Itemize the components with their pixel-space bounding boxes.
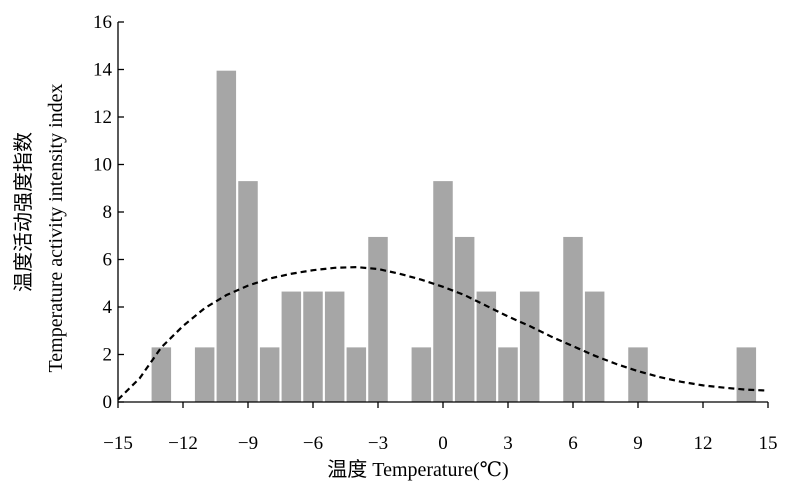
bar — [151, 347, 172, 403]
bars-group — [151, 70, 757, 403]
y-axis-title-line1: 温度活动强度指数 — [12, 132, 35, 292]
bar — [563, 236, 583, 402]
x-tick-label: 9 — [633, 433, 643, 454]
x-tick-label: −15 — [103, 433, 133, 454]
y-tick-label: 8 — [103, 202, 113, 223]
y-tick-label: 2 — [103, 345, 113, 366]
fitted-curve — [117, 265, 769, 401]
y-tick-label: 14 — [93, 60, 113, 81]
y-tick-label: 6 — [103, 250, 113, 271]
y-axis-title-line2: Temperature activity intensity index — [45, 83, 67, 372]
bar — [368, 236, 388, 402]
x-tick-label: 3 — [503, 433, 513, 454]
x-tick-label: 6 — [568, 433, 578, 454]
y-tick-label: 10 — [93, 155, 112, 176]
bar — [194, 347, 215, 403]
bar — [584, 291, 605, 402]
x-tick-label: 15 — [759, 433, 778, 454]
bar — [454, 236, 475, 402]
x-tick-label: 12 — [694, 433, 713, 454]
x-tick-label: −6 — [303, 433, 323, 454]
y-tick-label: 16 — [93, 12, 112, 33]
x-ticks: −15 −12 −9 −6 −3 0 3 6 9 12 15 — [103, 402, 778, 454]
bar — [519, 291, 540, 402]
bar — [216, 70, 237, 402]
bar — [238, 181, 258, 402]
y-ticks: 0 2 4 6 8 10 12 14 16 — [93, 12, 124, 413]
bar — [324, 291, 345, 402]
bar — [411, 347, 432, 403]
bar — [281, 291, 302, 402]
y-tick-label: 12 — [93, 107, 112, 128]
bar — [346, 347, 367, 403]
bar — [433, 181, 453, 402]
x-tick-label: −12 — [168, 433, 198, 454]
bar — [736, 347, 757, 403]
y-tick-label: 0 — [103, 392, 113, 413]
bar — [259, 347, 280, 403]
y-tick-label: 4 — [103, 297, 113, 318]
bar — [303, 291, 323, 402]
x-tick-label: −9 — [238, 433, 258, 454]
x-axis-title: 温度 Temperature(℃) — [327, 458, 508, 481]
x-tick-label: 0 — [438, 433, 448, 454]
bar — [628, 347, 648, 403]
bar — [476, 291, 497, 402]
x-tick-label: −3 — [368, 433, 388, 454]
bar — [498, 347, 518, 403]
